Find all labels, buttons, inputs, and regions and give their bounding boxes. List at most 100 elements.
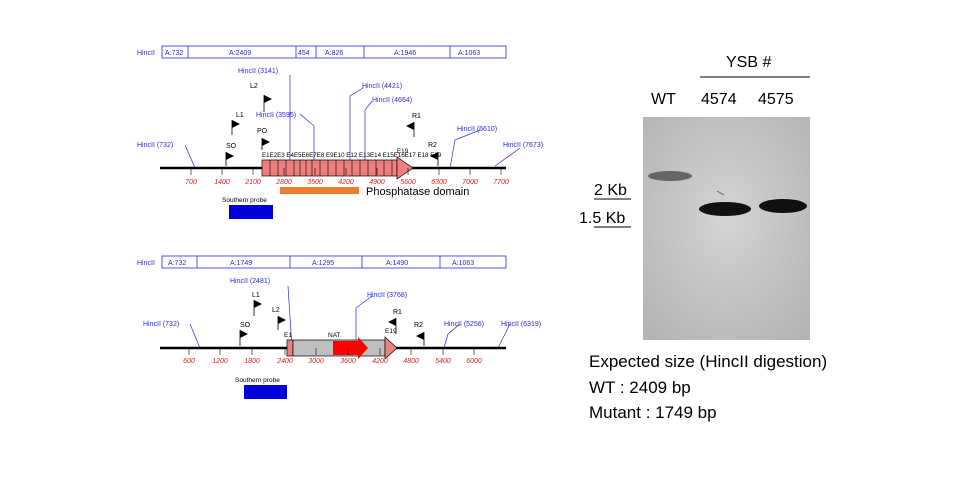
band-4574 bbox=[699, 202, 751, 216]
wt-site-labels bbox=[184, 75, 521, 169]
mut-segment-label: A:1490 bbox=[386, 260, 408, 267]
wt-primer-label: R2 bbox=[428, 142, 437, 149]
wt-tick-label: 2100 bbox=[244, 179, 261, 186]
mut-tick-label: 3600 bbox=[340, 358, 356, 365]
caption-line-mutant: Mutant : 1749 bp bbox=[589, 403, 717, 422]
phosphatase-domain-bar bbox=[280, 187, 359, 194]
wt-tick-label: 7000 bbox=[462, 179, 478, 186]
mut-site-label: HincII (3768) bbox=[367, 292, 407, 299]
mut-tick-label: 6000 bbox=[466, 358, 482, 365]
wt-tick-label: 3500 bbox=[307, 179, 323, 186]
mut-primer-label: SO bbox=[240, 322, 251, 329]
mut-segment-label: A:1063 bbox=[452, 260, 474, 267]
wt-site-label: HincII (6610) bbox=[457, 126, 497, 133]
blot-artifact bbox=[716, 190, 725, 196]
mut-ticks bbox=[188, 348, 475, 355]
mut-tick-label: 5400 bbox=[435, 358, 451, 365]
lane-label-4575: 4575 bbox=[758, 91, 794, 108]
marker-label-1-5kb: 1.5 Kb bbox=[579, 210, 625, 227]
wt-segment-label: 454 bbox=[298, 50, 310, 57]
wt-segment-label: A:732 bbox=[165, 50, 183, 57]
wt-southern-probe bbox=[229, 205, 273, 219]
primer-flag-icon bbox=[406, 122, 415, 137]
wt-segment-label: A:1063 bbox=[458, 50, 480, 57]
primer-flag-icon bbox=[277, 316, 286, 330]
primer-flag-icon bbox=[239, 330, 248, 346]
wt-site-label: HincII (4421) bbox=[362, 83, 402, 90]
primer-flag-icon bbox=[253, 300, 262, 316]
primer-flag-icon bbox=[263, 95, 272, 112]
phosphatase-domain-label: Phosphatase domain bbox=[366, 186, 469, 198]
mut-segment-label: A:1295 bbox=[312, 260, 334, 267]
wt-map: HincII A:732 A:2409 454 A:826 A:1946 A:1… bbox=[137, 45, 543, 219]
southern-blot: YSB # WT 4574 4575 2 Kb 1.5 Kb bbox=[579, 54, 810, 340]
mut-primer-label: L2 bbox=[272, 307, 280, 314]
nat-arrow bbox=[358, 337, 368, 359]
mut-probe-label: Southern probe bbox=[235, 377, 280, 384]
mut-site-label: HincII (5256) bbox=[444, 321, 484, 328]
mutant-map: HincII A:732 A:1749 A:1295 A:1490 A:1063… bbox=[137, 255, 541, 399]
mut-exon-label: E1 bbox=[284, 332, 292, 339]
wt-tick-label: 1400 bbox=[214, 179, 230, 186]
mut-tick-label: 1200 bbox=[212, 358, 228, 365]
primer-flag-icon bbox=[225, 152, 234, 166]
mut-primers: L1 L2 SO R1 R2 bbox=[239, 292, 425, 346]
primer-flag-icon bbox=[388, 318, 397, 334]
primer-flag-icon bbox=[231, 120, 240, 135]
mut-site-label: HincII (6319) bbox=[501, 321, 541, 328]
mut-exon-e1 bbox=[286, 339, 294, 357]
mut-site-leaders bbox=[189, 285, 511, 349]
wt-tick-label: 700 bbox=[185, 179, 197, 186]
nat-label: NAT bbox=[328, 332, 341, 339]
caption: Expected size (HincII digestion) WT : 24… bbox=[589, 352, 827, 422]
caption-title: Expected size (HincII digestion) bbox=[589, 352, 827, 371]
wt-site-label: HincII (3595) bbox=[256, 112, 296, 119]
wt-primer-label: PO bbox=[257, 128, 268, 135]
mut-primer-label: R1 bbox=[393, 309, 402, 316]
primer-flag-icon bbox=[430, 152, 439, 166]
mut-tick-label: 2400 bbox=[276, 358, 293, 365]
caption-line-wt: WT : 2409 bp bbox=[589, 378, 691, 397]
wt-primer-label: R1 bbox=[412, 113, 421, 120]
lane-label-4574: 4574 bbox=[701, 91, 737, 108]
nat-marker bbox=[333, 341, 358, 355]
mut-exon-label: E19 bbox=[385, 328, 397, 335]
mut-site-label: HincII (732) bbox=[143, 321, 179, 328]
wt-site-label: HincII (3141) bbox=[238, 68, 278, 75]
wt-tick-label: 5600 bbox=[400, 179, 416, 186]
wt-exons: E1E2E3 E4E5E6E7E8 E9E10 E12 E13E14 E15E1… bbox=[261, 148, 442, 180]
mut-tick-label: 4800 bbox=[403, 358, 419, 365]
mut-tick-label: 1800 bbox=[244, 358, 260, 365]
mut-site-label: HincII (2481) bbox=[230, 278, 270, 285]
primer-flag-icon bbox=[416, 332, 425, 346]
wt-tick-label: 2800 bbox=[275, 179, 292, 186]
band-4575 bbox=[759, 199, 807, 213]
mut-segment-label: A:732 bbox=[168, 260, 186, 267]
wt-segment-label: HincII bbox=[137, 50, 155, 57]
wt-primers: L2 L1 PO SO R1 bbox=[225, 83, 439, 166]
wt-site-label: HincII (4664) bbox=[372, 97, 412, 104]
wt-exon-labels: E1E2E3 E4E5E6E7E8 E9E10 E12 E13E14 E15E1… bbox=[262, 152, 442, 159]
mut-tick-label: 600 bbox=[183, 358, 195, 365]
primer-flag-icon bbox=[261, 138, 270, 150]
mut-segment-label: A:1749 bbox=[230, 260, 252, 267]
mut-tick-labels: 600 1200 1800 2400 3000 3600 4200 4800 5… bbox=[183, 358, 482, 365]
wt-probe-label: Southern probe bbox=[222, 197, 267, 204]
wt-ticks bbox=[190, 168, 502, 175]
wt-segment-label: A:826 bbox=[325, 50, 343, 57]
lane-label-wt: WT bbox=[651, 91, 676, 108]
wt-segment-label: A:2409 bbox=[229, 50, 251, 57]
mut-tick-label: 4200 bbox=[372, 358, 388, 365]
mut-tick-label: 3000 bbox=[308, 358, 324, 365]
wt-primer-label: L2 bbox=[250, 83, 258, 90]
mut-segment-bar: HincII A:732 A:1749 A:1295 A:1490 A:1063 bbox=[137, 255, 507, 269]
marker-label-2kb: 2 Kb bbox=[594, 182, 627, 199]
wt-exon-label-e19: E19 bbox=[397, 148, 409, 155]
wt-site-label: HincII (7673) bbox=[503, 142, 543, 149]
mut-primer-label: L1 bbox=[252, 292, 260, 299]
blot-membrane bbox=[643, 117, 810, 340]
mut-exon-e19 bbox=[384, 336, 398, 360]
wt-tick-label: 7700 bbox=[493, 179, 509, 186]
wt-tick-labels: 700 1400 2100 2800 3500 4200 4900 5600 6… bbox=[185, 179, 509, 186]
